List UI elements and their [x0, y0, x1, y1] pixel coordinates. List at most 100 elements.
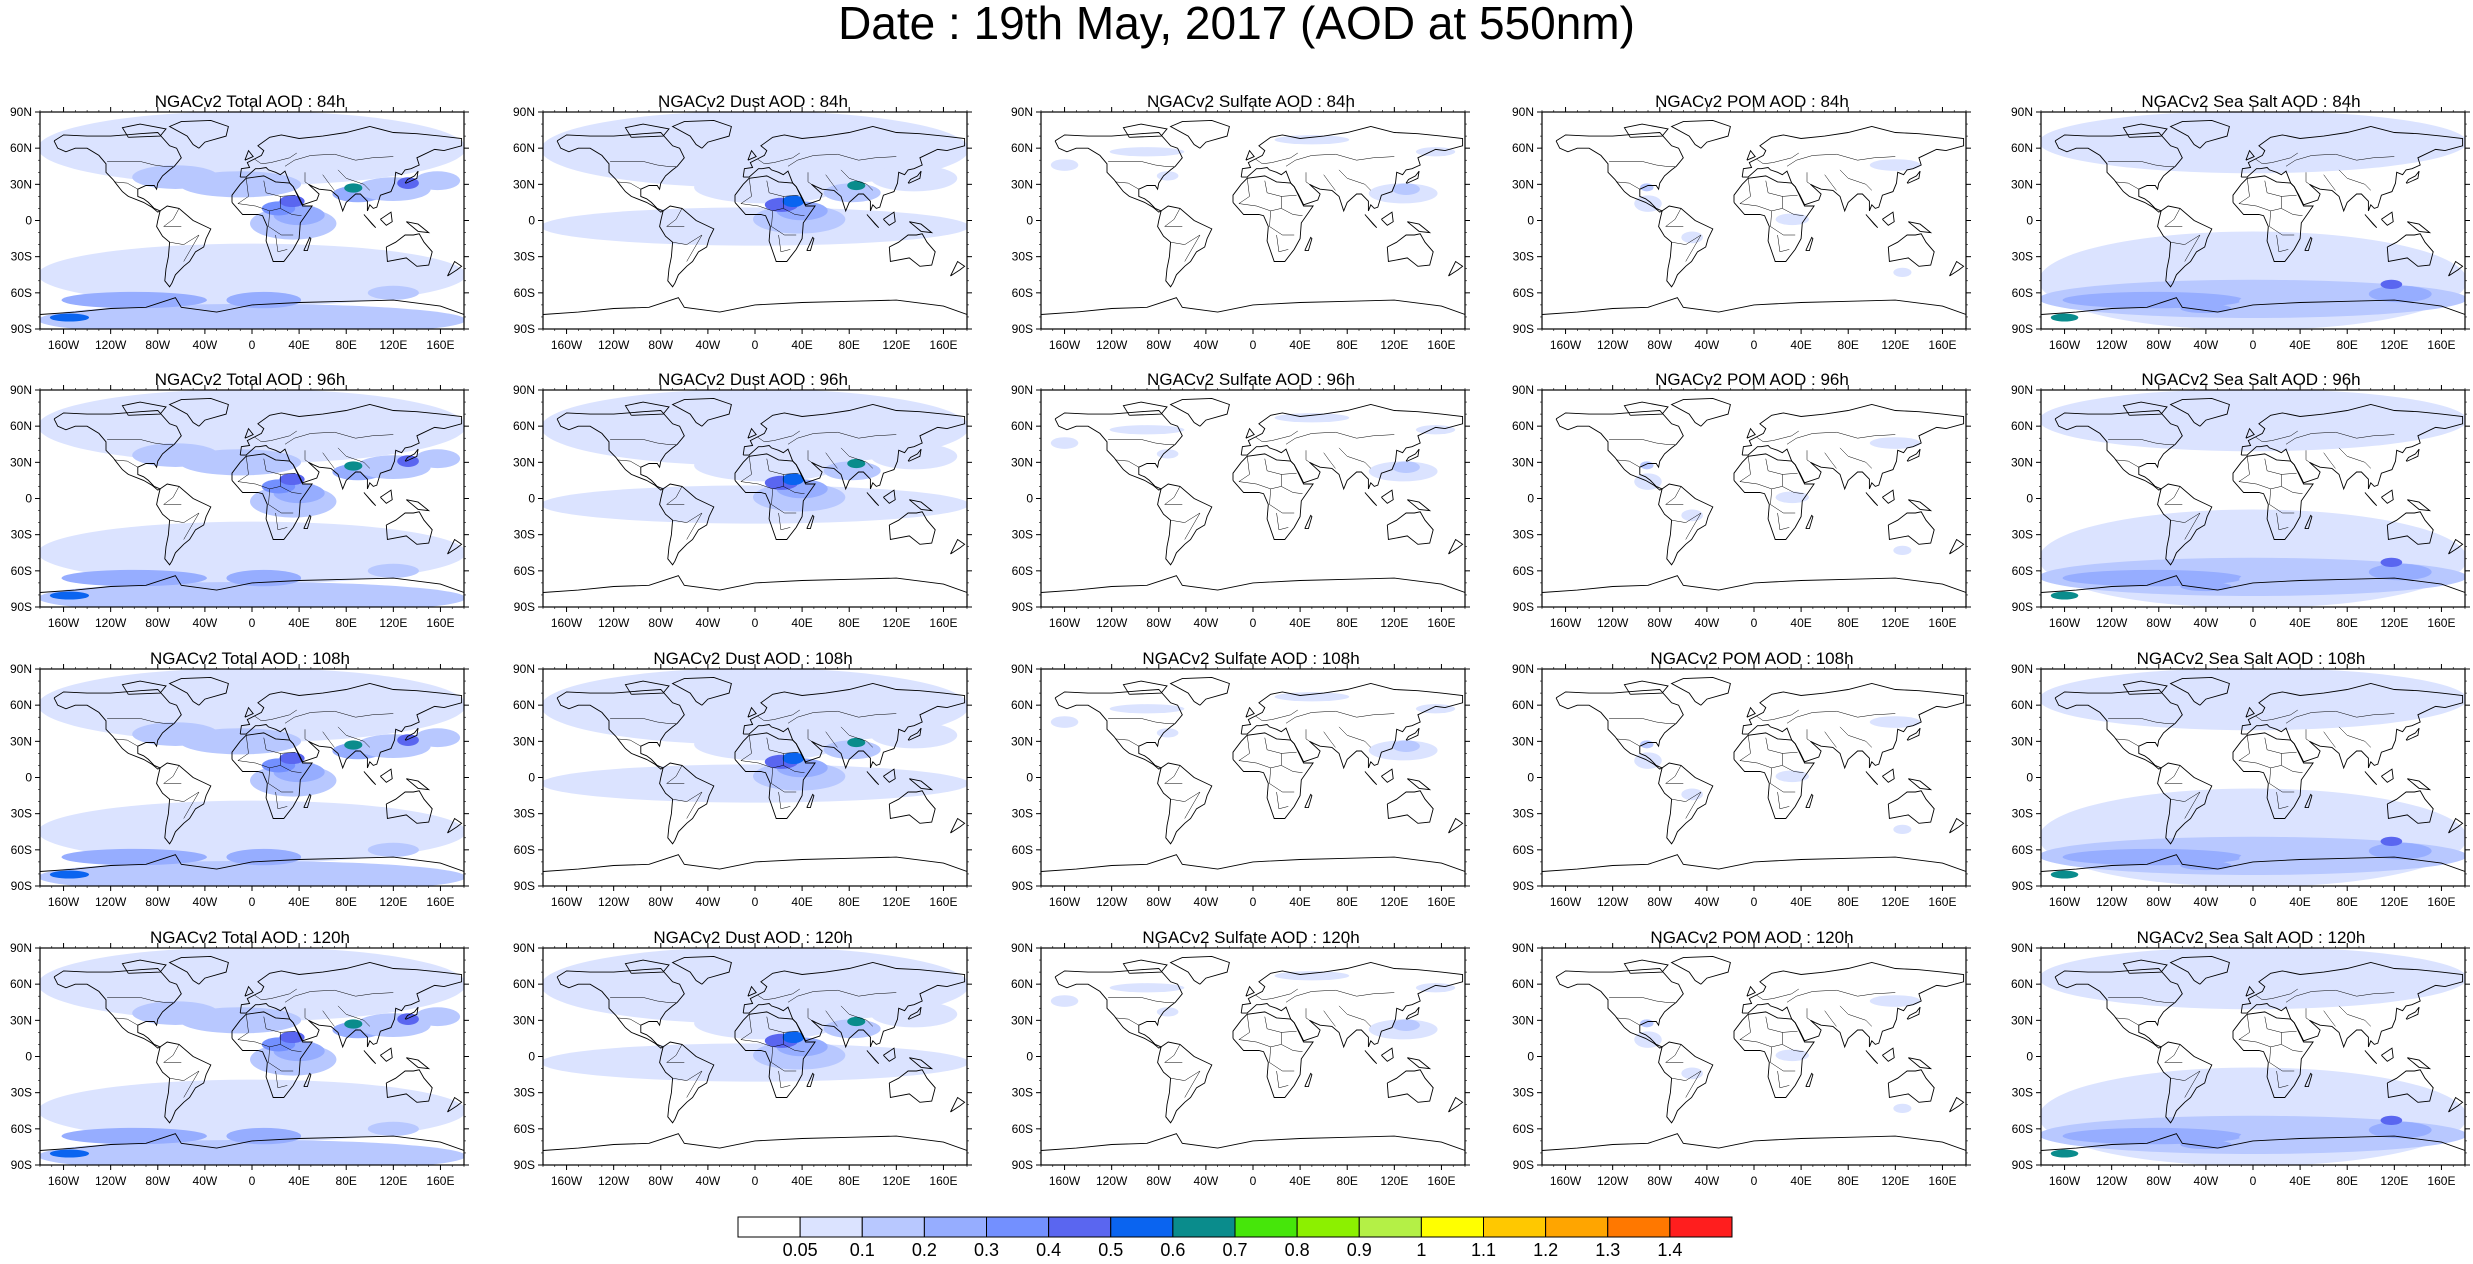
coastline: [1245, 706, 1255, 718]
coastline: [2122, 401, 2168, 416]
lat-label: 60N: [1512, 698, 1534, 712]
border: [840, 726, 873, 748]
lat-label: 30S: [514, 250, 535, 264]
coastline: [40, 297, 464, 315]
border: [322, 1010, 335, 1027]
border: [771, 488, 797, 514]
coastline: [1364, 492, 1378, 507]
border: [1616, 459, 1640, 468]
coastline: [231, 1011, 313, 1098]
coastline: [53, 410, 182, 491]
lon-label: 80E: [839, 338, 860, 352]
map-svg: 90N 60N 30N 0 30S 60S 90S 160W 120W 80W 40W 0 40E 80E…: [513, 105, 972, 352]
lat-label: 60N: [10, 419, 32, 433]
border: [263, 737, 281, 766]
border: [1806, 1008, 1811, 1021]
coastline: [1304, 236, 1313, 252]
coastline: [404, 1006, 419, 1020]
coastline: [2448, 1096, 2464, 1113]
lon-label: 40W: [193, 338, 218, 352]
aod-contour: [2180, 303, 2232, 314]
border: [1285, 153, 1395, 167]
border: [757, 152, 800, 165]
coastline: [659, 762, 715, 845]
border: [280, 194, 296, 197]
coastline: [950, 538, 966, 555]
map-svg: 90N 60N 30N 0 30S 60S 90S 160W 120W 80W 40W 0 40E 80E…: [1512, 941, 1971, 1188]
lon-label: 120E: [1881, 616, 1909, 630]
lat-label: 60N: [10, 977, 32, 991]
border: [280, 1030, 296, 1033]
border: [1269, 210, 1295, 236]
lat-label: 0: [528, 771, 535, 785]
coastline: [1407, 221, 1432, 234]
border: [1824, 174, 1837, 191]
border: [1782, 751, 1798, 754]
border: [1255, 430, 1298, 443]
aod-contour: [543, 112, 967, 188]
aod-field: [1542, 669, 1966, 886]
coastline: [1169, 397, 1230, 427]
lon-label: 0: [1751, 1174, 1758, 1188]
colorbar: 0.05 0.1 0.2 0.3 0.4 0.5 0.6 0.7 0.8 0.9 1 1.1 1.2 1.…: [737, 1216, 1733, 1260]
coastline: [2304, 514, 2313, 530]
coastline: [659, 483, 715, 566]
map-svg: 90N 60N 30N 0 30S 60S 90S 160W 120W 80W 40W 0 40E 80E…: [10, 662, 469, 909]
lon-label: 120W: [1096, 1174, 1128, 1188]
lon-label: 80W: [1647, 895, 1672, 909]
border: [237, 203, 302, 216]
lon-label: 0: [1250, 338, 1257, 352]
coastline: [1448, 1096, 1464, 1113]
lon-label: 120W: [598, 1174, 630, 1188]
lon-label: 80W: [2146, 338, 2171, 352]
border: [1255, 709, 1298, 722]
aod-field: [1041, 948, 1465, 1165]
aod-contour: [49, 313, 90, 322]
coastline: [671, 119, 732, 149]
coastline: [1733, 175, 1815, 262]
coastline: [1623, 123, 1669, 138]
lon-label: 0: [249, 895, 256, 909]
colorbar-label: 0.5: [1098, 1240, 1123, 1260]
coastline: [1746, 427, 1756, 439]
border: [322, 174, 335, 191]
border: [825, 452, 838, 469]
panel-title: NGACv2 POM AOD : 96h: [1655, 370, 1849, 389]
coastline: [121, 959, 167, 974]
lon-label: 120W: [2096, 1174, 2128, 1188]
lat-label: 60N: [1011, 977, 1033, 991]
lat-label: 90S: [1012, 1158, 1033, 1172]
border: [825, 1010, 838, 1027]
lat-label: 30N: [1512, 1013, 1534, 1027]
lat-label: 60S: [514, 843, 535, 857]
border: [237, 760, 302, 773]
coastline: [806, 1072, 815, 1088]
coastline: [543, 854, 967, 872]
coastline: [2157, 1041, 2213, 1124]
lat-label: 90S: [514, 1158, 535, 1172]
coastline: [1623, 959, 1669, 974]
aod-contour: [543, 948, 967, 1024]
lon-label: 80E: [1337, 1174, 1358, 1188]
coastline: [380, 1047, 393, 1062]
aod-contour: [226, 848, 302, 866]
lon-label: 160W: [1049, 895, 1081, 909]
border: [284, 989, 394, 1003]
lat-label: 90N: [1011, 105, 1033, 119]
map-svg: 90N 60N 30N 0 30S 60S 90S 160W 120W 80W 40W 0 40E 80E…: [2011, 383, 2470, 630]
lon-label: 120E: [1881, 338, 1909, 352]
lon-label: 160W: [48, 895, 80, 909]
aod-contour: [2380, 1115, 2403, 1126]
lon-label: 160E: [1928, 1174, 1956, 1188]
aod-contour: [694, 449, 840, 482]
coastline: [543, 1133, 967, 1151]
lat-label: 60N: [513, 419, 535, 433]
coastline: [806, 514, 815, 530]
coastline: [950, 1096, 966, 1113]
border: [840, 447, 873, 469]
coastline: [1906, 170, 1921, 184]
border: [766, 737, 784, 766]
aod-contour: [1415, 704, 1456, 714]
aod-field: [1041, 112, 1465, 329]
lat-label: 90N: [1011, 941, 1033, 955]
